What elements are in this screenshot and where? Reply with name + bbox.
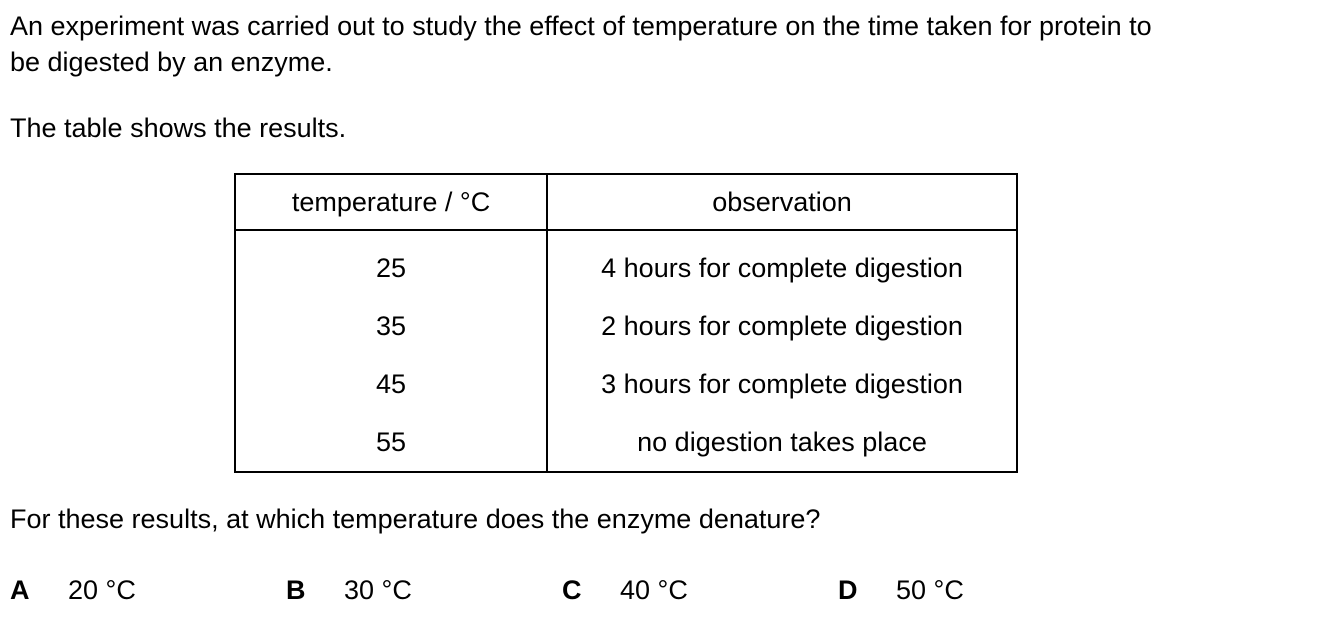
temperature-cell: 45 bbox=[235, 355, 548, 413]
option-b[interactable]: B 30 °C bbox=[286, 572, 412, 608]
intro-line-2: be digested by an enzyme. bbox=[10, 47, 333, 77]
observation-cell: 3 hours for complete digestion bbox=[601, 368, 963, 399]
observation-cell: 4 hours for complete digestion bbox=[601, 252, 963, 283]
answer-options: A 20 °C B 30 °C C 40 °C D 50 °C bbox=[10, 572, 1210, 612]
option-value: 20 °C bbox=[68, 575, 136, 605]
intro-line-1: An experiment was carried out to study t… bbox=[10, 11, 1152, 41]
header-observation: observation bbox=[547, 174, 1017, 231]
option-letter: A bbox=[10, 575, 30, 605]
table-row: 35 2 hours for complete digestion bbox=[235, 297, 1017, 355]
temperature-cell: 25 bbox=[235, 230, 548, 297]
question-text: For these results, at which temperature … bbox=[10, 504, 821, 534]
header-temperature: temperature / °C bbox=[235, 174, 548, 231]
table-caption: The table shows the results. bbox=[10, 113, 347, 143]
observation-cell: no digestion takes place bbox=[637, 426, 927, 457]
option-letter: C bbox=[562, 575, 582, 605]
option-letter: D bbox=[838, 575, 858, 605]
observation-cell: 2 hours for complete digestion bbox=[601, 310, 963, 341]
option-d[interactable]: D 50 °C bbox=[838, 572, 964, 608]
table-row: 25 4 hours for complete digestion bbox=[235, 230, 1017, 297]
temperature-cell: 35 bbox=[235, 297, 548, 355]
table-row: 55 no digestion takes place bbox=[235, 413, 1017, 472]
table-header-row: temperature / °C observation bbox=[235, 174, 1017, 231]
results-table: temperature / °C observation 25 4 hours … bbox=[234, 173, 1018, 473]
table-row: 45 3 hours for complete digestion bbox=[235, 355, 1017, 413]
option-c[interactable]: C 40 °C bbox=[562, 572, 688, 608]
temperature-cell: 55 bbox=[235, 413, 548, 472]
option-value: 40 °C bbox=[620, 575, 688, 605]
option-value: 50 °C bbox=[896, 575, 964, 605]
option-a[interactable]: A 20 °C bbox=[10, 572, 136, 608]
option-value: 30 °C bbox=[344, 575, 412, 605]
option-letter: B bbox=[286, 575, 306, 605]
intro-text: An experiment was carried out to study t… bbox=[10, 8, 1335, 80]
